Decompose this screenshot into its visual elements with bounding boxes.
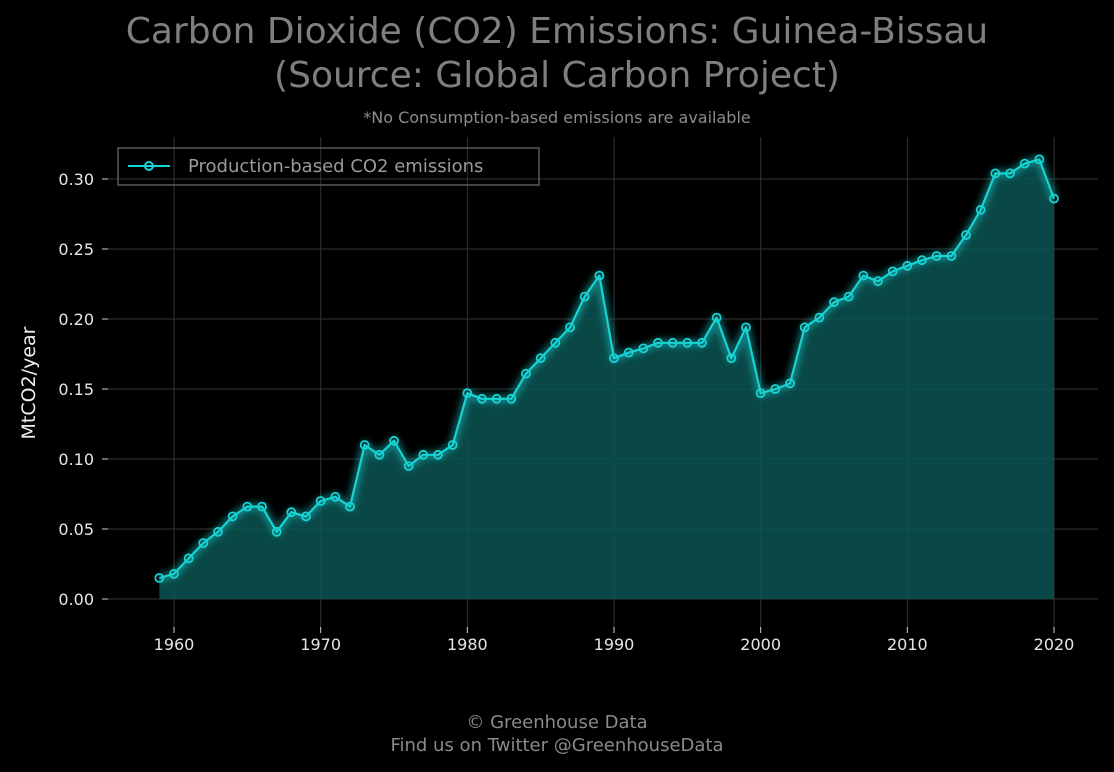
data-point [315,496,326,506]
data-point [374,449,385,460]
data-point [975,204,986,215]
data-point [389,435,399,446]
data-point [535,353,546,364]
y-tick-label: 0.25 [58,240,94,259]
x-tick-label: 1960 [154,635,195,654]
y-axis-label: MtCO2/year [18,326,40,439]
data-point [609,353,619,364]
data-point [359,440,370,450]
data-point [726,353,737,364]
area-layer [159,159,1055,599]
data-point [990,168,1001,179]
data-point [506,393,517,404]
y-tick-label: 0.05 [58,520,94,539]
data-point [301,511,311,522]
data-point [521,368,531,379]
chart-subtitle: *No Consumption-based emissions are avai… [363,108,751,127]
data-point [565,322,575,333]
data-point [169,568,179,579]
legend: Production-based CO2 emissions [117,147,540,186]
tick-labels: 0.00 0.05 0.10 0.15 0.20 0.25 0.30 1960 1970 1980… [58,170,1074,654]
data-point [741,322,751,333]
data-point [887,266,898,277]
data-point [579,291,590,302]
series-area-fill [159,159,1055,599]
y-tick-label: 0.00 [58,590,94,609]
data-point [477,393,487,404]
data-point [183,553,194,564]
data-point [931,251,942,261]
data-point [711,312,722,323]
data-point [491,393,502,404]
legend-label: Production-based CO2 emissions [188,156,483,177]
data-point [1049,193,1059,204]
data-point [638,343,649,354]
data-point [447,440,458,450]
x-tick-label: 1990 [594,635,635,654]
data-point [799,322,810,333]
data-point [785,378,795,389]
y-tick-label: 0.10 [58,450,94,469]
chart-title-line2: (Source: Global Carbon Project) [274,55,840,96]
x-tick-label: 2000 [740,635,781,654]
data-point [330,491,341,502]
data-point [257,501,267,512]
data-point [594,270,605,281]
legend-marker-swatch [144,161,154,171]
data-point [418,449,429,460]
data-point [462,388,473,399]
data-point [829,297,839,308]
points-layer [154,154,1059,583]
data-point [697,337,707,348]
data-point [286,507,297,518]
data-point [755,388,766,399]
data-point [345,501,355,512]
data-point [213,526,223,537]
data-point [770,384,781,394]
x-tick-label: 2020 [1034,635,1075,654]
data-point [550,337,561,348]
chart-title-line1: Carbon Dioxide (CO2) Emissions: Guinea-B… [125,11,989,52]
data-point [198,538,209,548]
x-tick-label: 1970 [300,635,341,654]
data-point [858,270,869,281]
data-point [902,260,913,271]
credit-line2: Find us on Twitter @GreenhouseData [390,735,724,756]
data-point [1005,168,1015,179]
data-point [843,291,854,302]
data-point [433,449,443,460]
data-point [653,337,663,348]
x-tick-label: 2010 [887,635,928,654]
data-point [271,526,282,537]
data-point [946,251,957,261]
x-tick-label: 1980 [447,635,488,654]
data-point [961,230,971,240]
credit-line1: © Greenhouse Data [466,712,648,733]
y-tick-label: 0.20 [58,310,94,329]
data-point [1034,154,1045,165]
data-point [227,511,238,522]
data-point [814,312,825,323]
data-point [917,255,927,266]
data-point [623,347,634,358]
legend-frame [117,147,540,186]
data-point [154,573,165,583]
y-tick-label: 0.15 [58,380,94,399]
data-point [873,276,883,287]
data-point [242,501,253,512]
data-point [403,461,414,471]
data-point [1019,158,1030,169]
y-tick-label: 0.30 [58,170,94,189]
data-point [667,337,678,348]
data-point [682,337,693,348]
